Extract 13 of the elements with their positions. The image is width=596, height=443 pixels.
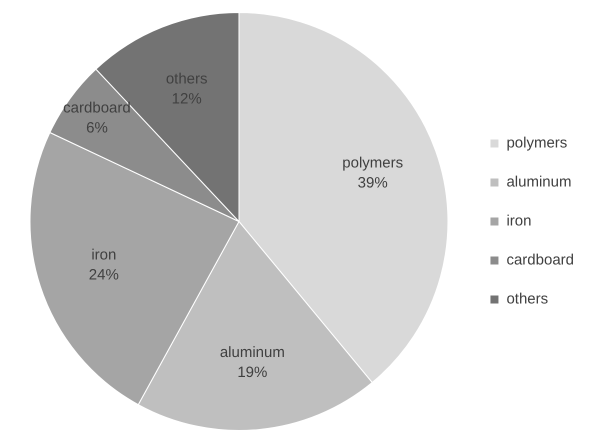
legend-label: polymers	[506, 134, 568, 152]
data-label: 39%	[358, 174, 388, 192]
slice-label: polymers	[342, 154, 404, 172]
slice-label: aluminum	[220, 344, 285, 362]
legend-label: cardboard	[506, 252, 574, 269]
slice-label: iron	[91, 246, 116, 264]
legend-label: aluminum	[506, 174, 572, 191]
legend-label: others	[506, 290, 548, 308]
data-label: 6%	[86, 119, 108, 136]
data-label: 24%	[88, 266, 119, 284]
data-label: 19%	[237, 364, 268, 382]
legend-label: iron	[506, 212, 532, 230]
slice-label: cardboard	[63, 99, 131, 116]
